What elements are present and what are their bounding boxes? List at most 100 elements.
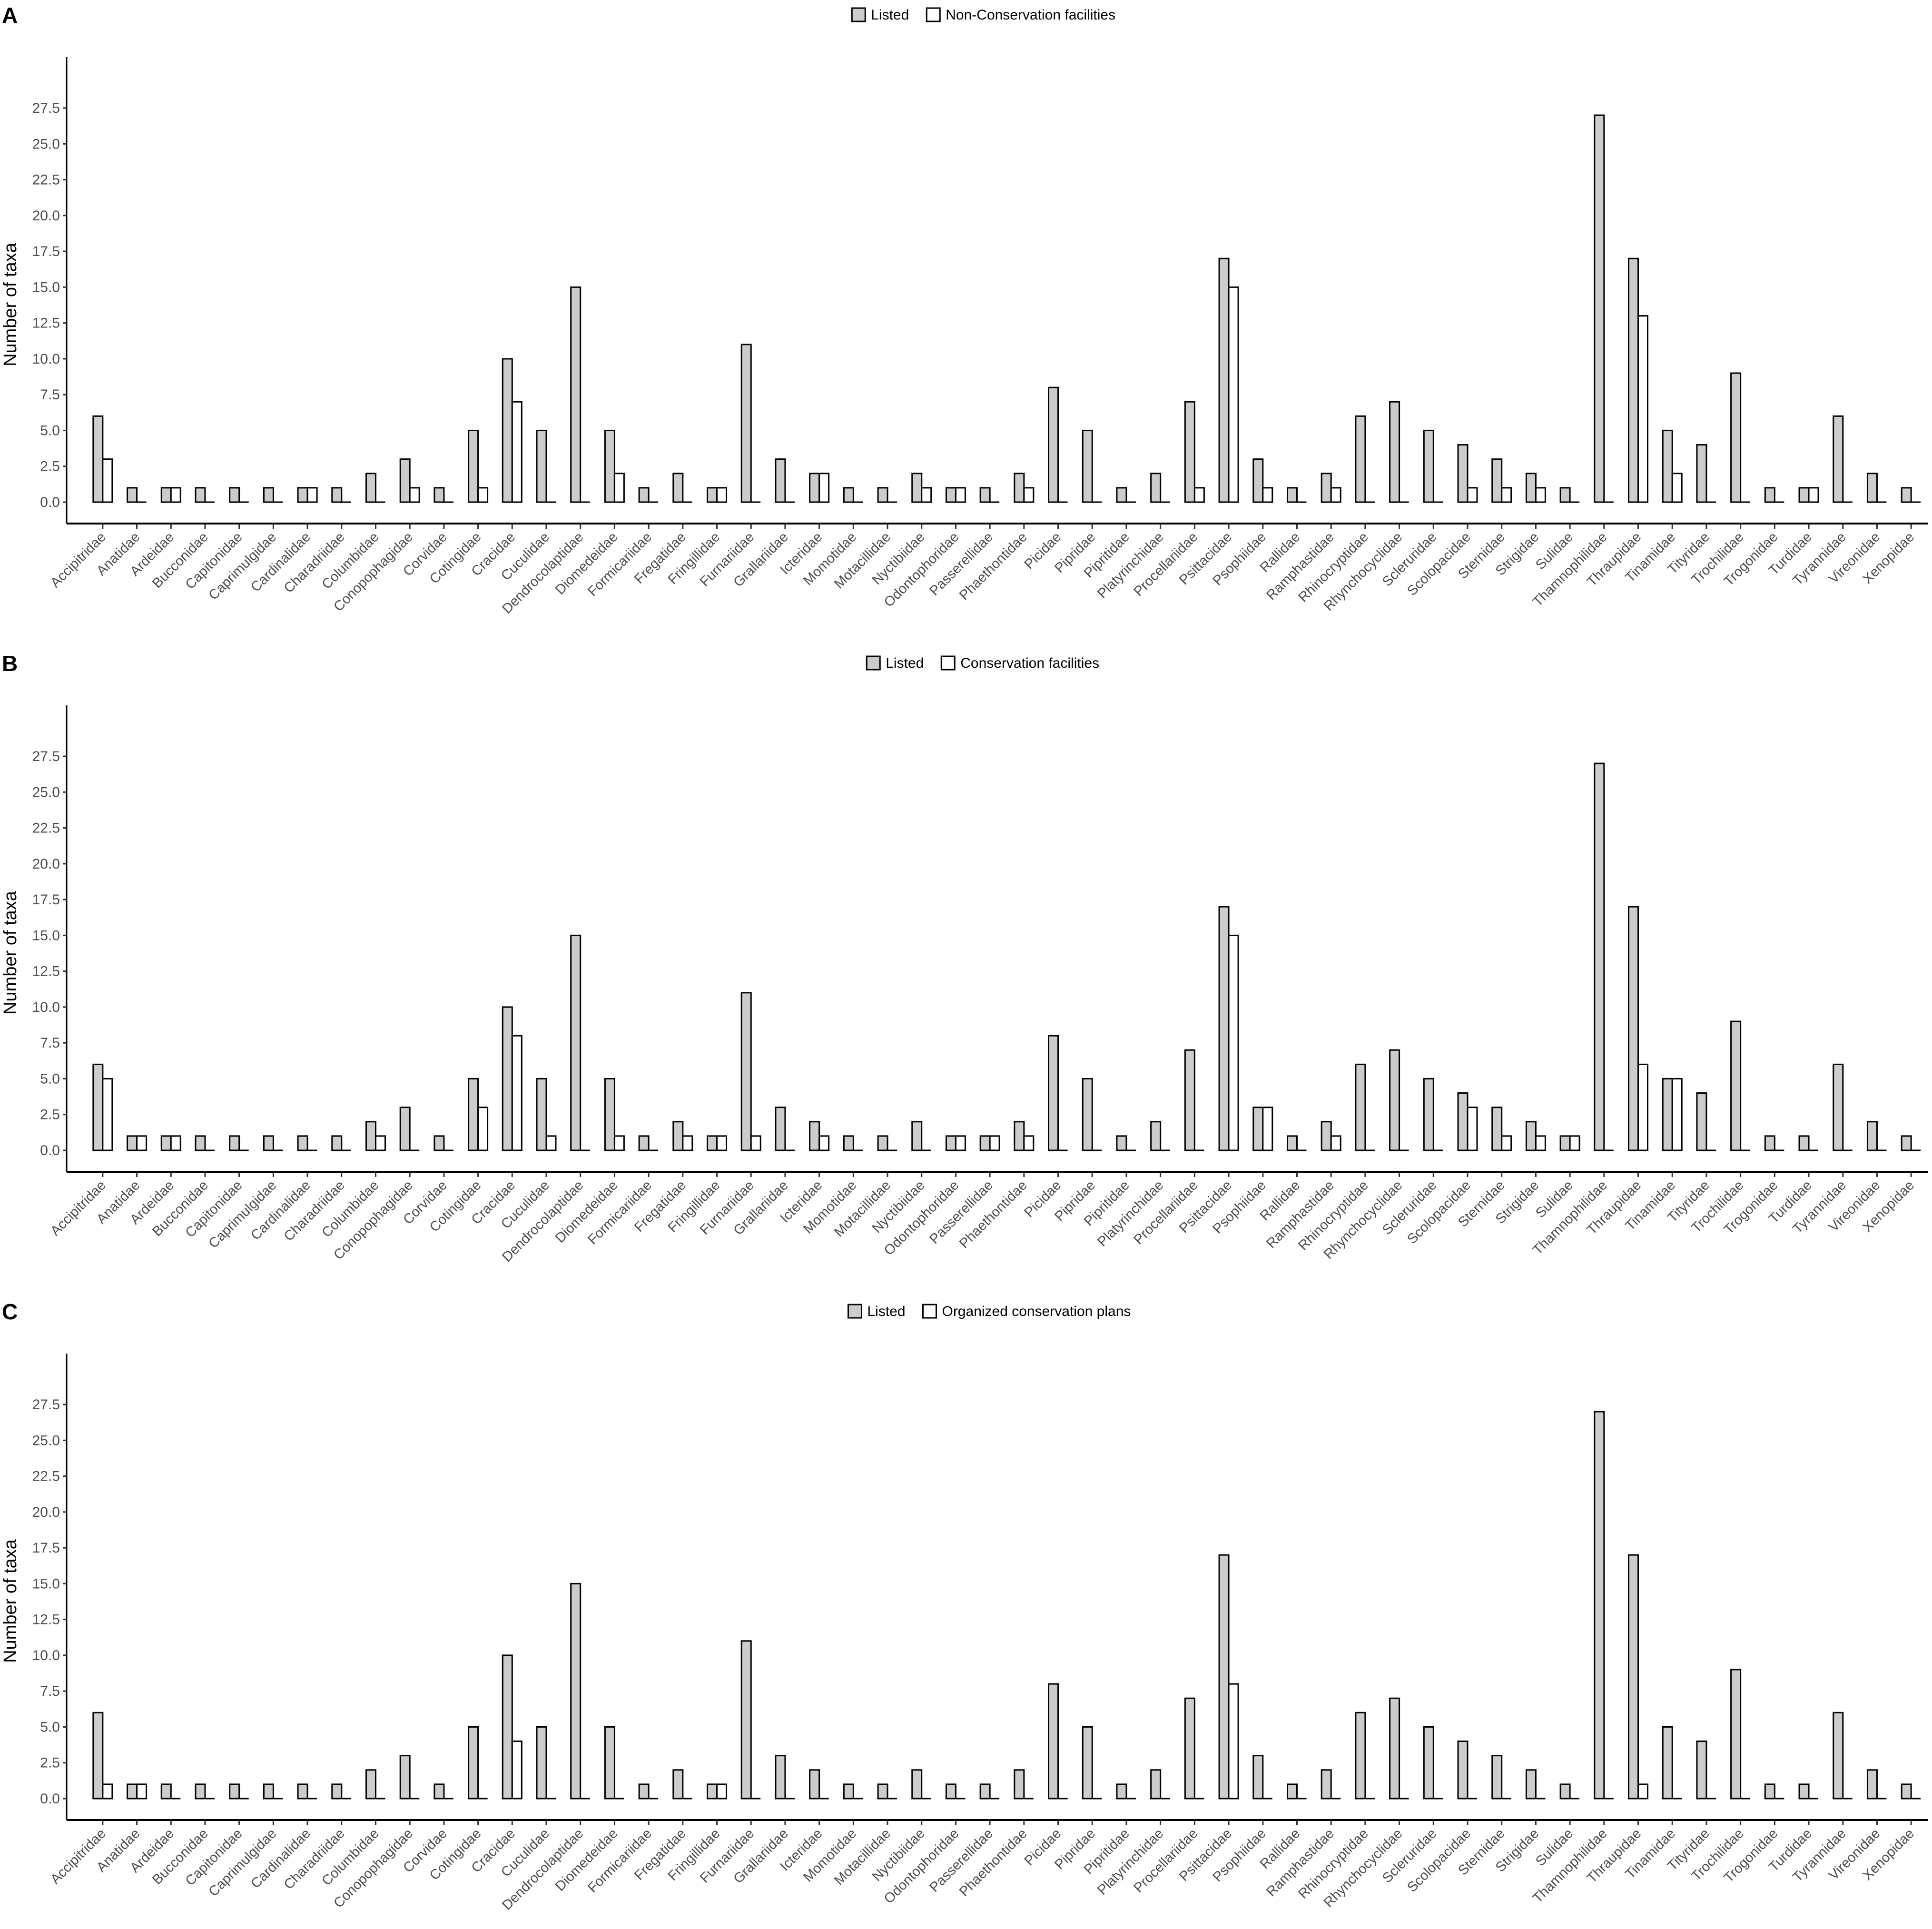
bar-comparison bbox=[613, 1135, 625, 1151]
bar-listed bbox=[740, 1640, 752, 1800]
bar-listed bbox=[536, 1078, 547, 1151]
y-tick-label: 17.5 bbox=[32, 1540, 60, 1556]
bar-listed bbox=[1423, 1726, 1434, 1800]
bar-listed bbox=[1423, 429, 1434, 503]
bar-listed bbox=[1491, 1107, 1503, 1151]
bar-listed bbox=[775, 1755, 786, 1800]
bar-listed bbox=[1764, 1783, 1775, 1800]
bar-comparison bbox=[1637, 315, 1649, 503]
x-tick-label: Accipitridae bbox=[48, 1177, 109, 1239]
bar-listed bbox=[1866, 473, 1878, 503]
bar-listed bbox=[1730, 372, 1742, 503]
y-tick-label: 25.0 bbox=[32, 1433, 60, 1448]
bar-listed bbox=[297, 487, 308, 503]
bar-listed bbox=[775, 1107, 786, 1151]
bar-listed bbox=[1286, 1783, 1298, 1800]
legend-swatch-listed bbox=[851, 7, 866, 22]
bar-listed bbox=[1798, 1783, 1810, 1800]
bar-listed bbox=[1798, 487, 1810, 503]
bar-comparison bbox=[545, 1135, 557, 1151]
bar-listed bbox=[809, 473, 820, 503]
bar-listed bbox=[1184, 1049, 1195, 1151]
bar-listed bbox=[707, 1135, 718, 1151]
bar-listed bbox=[536, 1726, 547, 1800]
bar-listed bbox=[1252, 458, 1264, 503]
bar-listed bbox=[707, 1783, 718, 1800]
bar-listed bbox=[672, 473, 684, 503]
bar-listed bbox=[1833, 415, 1844, 503]
y-tick-label: 2.5 bbox=[40, 1755, 60, 1771]
bar-listed bbox=[740, 992, 752, 1151]
bar-listed bbox=[638, 487, 650, 503]
bar-comparison bbox=[1671, 1078, 1683, 1151]
bar-comparison bbox=[1501, 487, 1512, 503]
bar-listed bbox=[1150, 473, 1162, 503]
bar-listed bbox=[399, 1755, 411, 1800]
y-tick-label: 12.5 bbox=[32, 964, 60, 979]
bar-listed bbox=[1491, 458, 1503, 503]
bar-listed bbox=[1628, 1554, 1639, 1800]
bar-listed bbox=[707, 487, 718, 503]
bar-listed bbox=[979, 1135, 991, 1151]
bar-comparison bbox=[136, 1135, 148, 1151]
bar-comparison bbox=[170, 487, 181, 503]
bar-listed bbox=[92, 415, 104, 503]
bar-listed bbox=[1150, 1121, 1162, 1151]
bar-listed bbox=[1014, 473, 1025, 503]
legend: Listed Non-Conservation facilities bbox=[851, 7, 1115, 23]
bar-listed bbox=[1730, 1020, 1742, 1151]
y-tick-label: 27.5 bbox=[32, 100, 60, 116]
bar-listed bbox=[1901, 487, 1912, 503]
legend: Listed Organized conservation plans bbox=[848, 1304, 1131, 1319]
bar-comparison bbox=[1501, 1135, 1512, 1151]
y-axis-title: Number of taxa bbox=[0, 890, 20, 1015]
bar-comparison bbox=[170, 1135, 181, 1151]
bar-comparison bbox=[955, 1135, 966, 1151]
legend-label-comparison: Organized conservation plans bbox=[942, 1304, 1131, 1319]
bar-listed bbox=[502, 1006, 513, 1151]
bar-listed bbox=[195, 1783, 206, 1800]
y-tick-label: 0.0 bbox=[40, 1791, 60, 1807]
bar-listed bbox=[263, 487, 274, 503]
bar-listed bbox=[1116, 1135, 1127, 1151]
bar-listed bbox=[1184, 1697, 1195, 1800]
bar-listed bbox=[1082, 429, 1093, 503]
bar-listed bbox=[1252, 1107, 1264, 1151]
bar-comparison bbox=[818, 1135, 830, 1151]
y-tick-label: 20.0 bbox=[32, 856, 60, 872]
bar-listed bbox=[92, 1063, 104, 1151]
bar-comparison bbox=[955, 487, 966, 503]
bar-listed bbox=[570, 934, 582, 1151]
bar-comparison bbox=[1330, 1135, 1341, 1151]
bar-listed bbox=[1184, 401, 1195, 503]
panel-letter: A bbox=[2, 3, 18, 28]
bar-listed bbox=[672, 1121, 684, 1151]
bar-listed bbox=[1764, 1135, 1775, 1151]
bar-listed bbox=[1355, 415, 1366, 503]
y-tick-label: 15.0 bbox=[32, 1576, 60, 1592]
y-tick-label: 7.5 bbox=[40, 387, 60, 403]
bar-listed bbox=[160, 487, 172, 503]
bar-listed bbox=[1116, 1783, 1127, 1800]
bar-listed bbox=[1901, 1135, 1912, 1151]
bar-listed bbox=[399, 1107, 411, 1151]
bar-comparison bbox=[1808, 487, 1819, 503]
bar-comparison bbox=[1637, 1063, 1649, 1151]
bar-listed bbox=[945, 1135, 956, 1151]
bar-listed bbox=[434, 1783, 445, 1800]
bar-listed bbox=[1662, 429, 1673, 503]
bar-comparison bbox=[1023, 1135, 1035, 1151]
bar-listed bbox=[127, 1783, 138, 1800]
y-axis-title: Number of taxa bbox=[0, 1539, 20, 1663]
bar-listed bbox=[1525, 1121, 1537, 1151]
bar-listed bbox=[877, 1783, 888, 1800]
bar-listed bbox=[1833, 1711, 1844, 1800]
bar-comparison bbox=[102, 1783, 113, 1800]
y-tick-label: 7.5 bbox=[40, 1035, 60, 1051]
bar-listed bbox=[502, 1654, 513, 1800]
bar-listed bbox=[1116, 487, 1127, 503]
bar-listed bbox=[1423, 1078, 1434, 1151]
panel-letter: C bbox=[2, 1299, 18, 1324]
y-tick-label: 0.0 bbox=[40, 495, 60, 510]
bar-listed bbox=[365, 473, 376, 503]
